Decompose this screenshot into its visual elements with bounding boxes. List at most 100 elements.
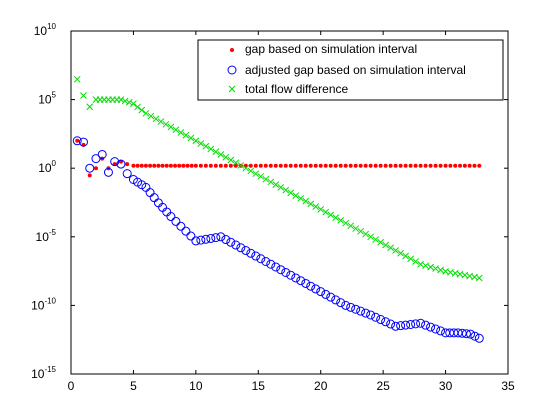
data-point-adjusted: [341, 300, 351, 310]
data-point-gap: [218, 163, 223, 168]
data-point-adjusted: [431, 324, 441, 334]
data-point-gap: [378, 163, 383, 168]
data-point-flow: [437, 266, 444, 274]
data-point-gap: [164, 163, 169, 168]
y-tick-label: 100: [38, 159, 56, 175]
data-point-gap: [458, 163, 463, 168]
data-point-flow: [432, 265, 439, 272]
ticks-layer: [70, 30, 509, 375]
data-point-gap: [139, 163, 144, 168]
data-point-adjusted: [366, 310, 376, 320]
data-point-flow: [327, 211, 335, 219]
legend-marker-adjusted: [227, 65, 237, 75]
data-point-flow: [307, 200, 315, 208]
data-point-flow: [392, 247, 399, 254]
data-point-flow: [407, 255, 414, 263]
data-point-adjusted: [470, 331, 480, 341]
data-point-flow: [134, 103, 141, 111]
data-point-gap: [112, 162, 117, 167]
data-point-gap: [253, 163, 258, 168]
data-point-adjusted: [386, 319, 396, 329]
data-point-adjusted: [396, 321, 406, 331]
data-point-gap: [472, 163, 477, 168]
data-point-adjusted: [103, 167, 113, 177]
legend-label-flow: total flow difference: [245, 82, 348, 96]
data-point-adjusted: [266, 259, 276, 269]
data-point-adjusted: [371, 312, 381, 322]
data-point-flow: [412, 258, 419, 265]
data-point-adjusted: [186, 231, 196, 241]
data-point-flow: [217, 151, 225, 158]
data-point-gap: [433, 163, 438, 168]
data-point-flow: [237, 162, 245, 169]
legend-marker-symbol-adjusted: [227, 65, 237, 75]
y-tick-label: 10-15: [31, 365, 56, 381]
data-point-gap: [388, 163, 393, 168]
data-point-adjusted: [171, 216, 181, 226]
data-point-gap: [333, 163, 338, 168]
data-point-flow: [427, 263, 434, 271]
data-point-adjusted: [241, 246, 251, 256]
legend: gap based on simulation interval adjuste…: [197, 39, 504, 101]
data-point-adjusted: [406, 319, 416, 329]
data-point-gap: [283, 163, 288, 168]
data-point-flow: [187, 134, 195, 142]
data-point-flow: [317, 206, 325, 213]
data-point-gap: [393, 163, 398, 168]
data-point-gap: [303, 163, 308, 168]
data-point-gap: [408, 163, 413, 168]
data-point-gap: [131, 163, 136, 168]
data-point-adjusted: [296, 276, 306, 286]
data-point-adjusted: [301, 278, 311, 288]
data-point-flow: [417, 260, 424, 268]
legend-marker-gap: [230, 48, 234, 52]
data-point-gap: [467, 163, 472, 168]
y-tick-label: 10-5: [36, 228, 57, 244]
data-point-gap: [338, 163, 343, 168]
data-point-adjusted: [236, 243, 246, 253]
data-point-flow: [337, 216, 345, 224]
data-point-gap: [248, 163, 253, 168]
data-point-gap: [453, 163, 458, 168]
data-point-adjusted: [421, 320, 431, 330]
x-tick-label: 35: [501, 379, 515, 393]
data-point-flow: [267, 178, 275, 186]
legend-entry-gap: gap based on simulation interval: [230, 42, 417, 56]
data-point-flow: [147, 112, 155, 120]
data-point-gap: [298, 163, 303, 168]
data-point-adjusted: [211, 233, 221, 243]
data-point-gap: [373, 163, 378, 168]
data-point-flow: [372, 236, 380, 243]
data-point-gap: [428, 163, 433, 168]
data-point-adjusted: [276, 265, 286, 275]
data-point-flow: [282, 186, 290, 194]
data-point-flow: [172, 126, 180, 134]
tick-labels-layer: 0 5 10 15 20 25 30 35 1010 105 100 10-5 10-10 10-15: [31, 22, 515, 393]
series-layer: [72, 75, 484, 343]
data-point-gap: [160, 163, 165, 168]
data-point-flow: [377, 238, 384, 246]
x-tick-label: 20: [314, 379, 328, 393]
data-point-adjusted: [191, 236, 201, 246]
data-point-flow: [302, 197, 310, 205]
data-point-gap: [203, 163, 208, 168]
data-point-gap: [343, 163, 348, 168]
series-flow: [73, 75, 483, 282]
data-point-gap: [413, 163, 418, 168]
x-tick-label: 15: [252, 379, 266, 393]
series-gap: [75, 138, 482, 178]
data-point-flow: [130, 100, 137, 108]
data-point-flow: [362, 230, 370, 238]
data-point-adjusted: [216, 232, 226, 242]
legend-label-gap: gap based on simulation interval: [245, 42, 417, 56]
data-point-flow: [152, 115, 160, 123]
data-point-adjusted: [426, 322, 436, 332]
data-point-adjusted: [346, 302, 356, 312]
data-point-adjusted: [110, 157, 120, 167]
data-point-adjusted: [466, 329, 476, 339]
data-point-flow: [422, 262, 429, 270]
legend-entry-flow: total flow difference: [228, 82, 348, 96]
data-point-adjusted: [321, 289, 331, 299]
data-point-flow: [347, 222, 355, 230]
